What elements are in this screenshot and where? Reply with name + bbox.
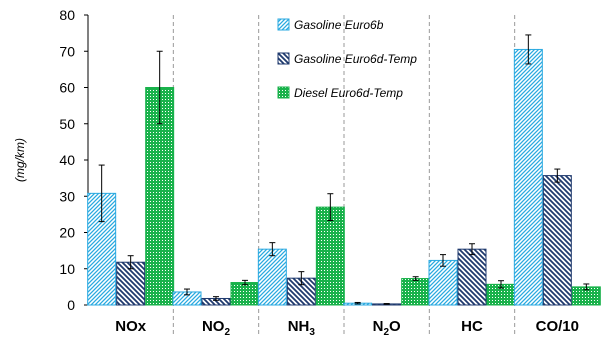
legend: Gasoline Euro6b Gasoline Euro6d-Temp Diese…	[277, 18, 417, 100]
legend-swatch	[277, 18, 290, 31]
legend-swatch	[277, 52, 290, 65]
y-axis-label: (mg/km)	[13, 138, 27, 182]
axis-labels: 0 10 20 30 40 50 60 70 80 (mg/km) NOx NO2 NH3 N2O HC CO…	[13, 7, 579, 338]
bar	[542, 175, 572, 306]
legend-label: Gasoline Euro6b	[294, 18, 384, 32]
y-tick-label: 70	[59, 43, 75, 59]
y-tick-label: 80	[59, 7, 75, 23]
bar	[513, 48, 543, 306]
y-tick-label: 50	[59, 116, 75, 132]
y-tick-label: 60	[59, 80, 75, 96]
legend-swatch	[277, 86, 290, 99]
y-tick-label: 30	[59, 188, 75, 204]
legend-label: Diesel Euro6d-Temp	[294, 86, 403, 100]
legend-label: Gasoline Euro6d-Temp	[294, 52, 417, 66]
y-tick-label: 0	[67, 297, 75, 313]
bar	[401, 278, 431, 306]
error-bars	[98, 34, 590, 305]
x-tick-label: NO2	[202, 318, 231, 338]
bar	[145, 87, 175, 306]
bar	[230, 282, 260, 306]
y-tick-label: 40	[59, 152, 75, 168]
x-tick-label: HC	[461, 318, 483, 335]
x-tick-label: CO/10	[536, 318, 579, 335]
x-tick-label: NH3	[288, 318, 316, 338]
x-tick-label: NOx	[115, 318, 147, 335]
x-tick-label: N2O	[373, 318, 401, 338]
bar	[315, 206, 345, 306]
bar	[116, 261, 146, 306]
bar	[257, 248, 287, 306]
bar	[457, 248, 487, 306]
y-tick-label: 20	[59, 225, 75, 241]
y-tick-label: 10	[59, 261, 75, 277]
bar	[428, 259, 458, 306]
